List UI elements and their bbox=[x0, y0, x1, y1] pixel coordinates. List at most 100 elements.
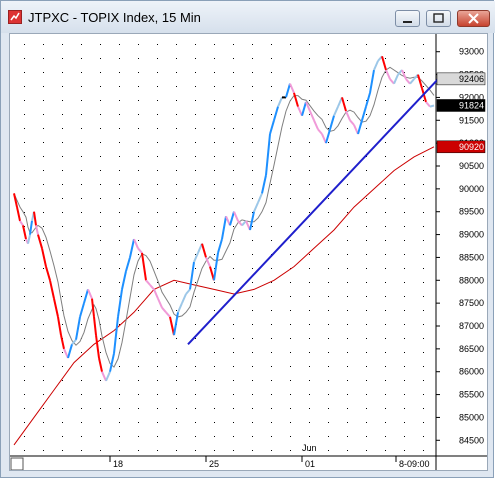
grid-dot bbox=[290, 324, 291, 325]
price-segment bbox=[269, 120, 275, 135]
grid-dot bbox=[100, 450, 101, 451]
x-tick-label: 8-09:00 bbox=[399, 459, 430, 469]
grid-dot bbox=[24, 72, 25, 73]
grid-dot bbox=[366, 156, 367, 157]
price-value-label: 92406 bbox=[459, 74, 484, 84]
grid-dot bbox=[214, 450, 215, 451]
grid-dot bbox=[404, 212, 405, 213]
grid-dot bbox=[423, 324, 424, 325]
grid-dot bbox=[43, 408, 44, 409]
price-segment bbox=[197, 243, 203, 254]
price-segment bbox=[229, 211, 235, 226]
grid-dot bbox=[290, 226, 291, 227]
price-segment bbox=[265, 133, 271, 176]
grid-dot bbox=[423, 268, 424, 269]
grid-dot bbox=[366, 142, 367, 143]
grid-dot bbox=[157, 226, 158, 227]
grid-dot bbox=[157, 198, 158, 199]
grid-dot bbox=[290, 352, 291, 353]
grid-dot bbox=[366, 366, 367, 367]
grid-dot bbox=[24, 170, 25, 171]
grid-dot bbox=[423, 86, 424, 87]
grid-dot bbox=[214, 338, 215, 339]
grid-dot bbox=[176, 436, 177, 437]
grid-dot bbox=[119, 366, 120, 367]
minimize-button[interactable] bbox=[395, 10, 420, 27]
grid-dot bbox=[24, 142, 25, 143]
grid-dot bbox=[119, 338, 120, 339]
grid-dot bbox=[157, 100, 158, 101]
price-segment bbox=[225, 215, 231, 226]
grid-dot bbox=[24, 422, 25, 423]
grid-dot bbox=[252, 408, 253, 409]
grid-dot bbox=[290, 240, 291, 241]
grid-dot bbox=[328, 254, 329, 255]
grid-dot bbox=[176, 100, 177, 101]
price-segment bbox=[321, 133, 327, 144]
grid-dot bbox=[119, 436, 120, 437]
grid-dot bbox=[119, 422, 120, 423]
grid-dot bbox=[157, 86, 158, 87]
grid-dot bbox=[347, 422, 348, 423]
grid-dot bbox=[119, 226, 120, 227]
grid-dot bbox=[271, 198, 272, 199]
scroll-box bbox=[10, 457, 24, 470]
grid-dot bbox=[176, 240, 177, 241]
grid-dot bbox=[252, 296, 253, 297]
grid-dot bbox=[62, 198, 63, 199]
price-segment bbox=[369, 69, 375, 94]
grid-dot bbox=[385, 436, 386, 437]
grid-dot bbox=[62, 254, 63, 255]
grid-dot bbox=[214, 366, 215, 367]
price-segment bbox=[79, 302, 85, 318]
grid-dot bbox=[233, 254, 234, 255]
grid-dot bbox=[423, 142, 424, 143]
grid-dot bbox=[366, 170, 367, 171]
close-button[interactable] bbox=[457, 10, 490, 27]
grid-dot bbox=[366, 240, 367, 241]
price-chart[interactable]: 9300092500920009150091000905009000089500… bbox=[10, 34, 487, 470]
grid-dot bbox=[100, 338, 101, 339]
title-bar[interactable]: JTPXC - TOPIX Index, 15 Min bbox=[1, 1, 495, 33]
grid-dot bbox=[119, 44, 120, 45]
grid-dot bbox=[43, 156, 44, 157]
price-segment bbox=[313, 119, 319, 130]
grid-dot bbox=[24, 114, 25, 115]
maximize-button[interactable] bbox=[426, 10, 451, 27]
price-segment bbox=[95, 334, 100, 359]
price-segment bbox=[301, 101, 307, 116]
grid-dot bbox=[157, 156, 158, 157]
price-segment bbox=[35, 225, 39, 235]
price-segment bbox=[13, 193, 18, 208]
grid-dot bbox=[271, 450, 272, 451]
grid-dot bbox=[24, 338, 25, 339]
grid-dot bbox=[271, 114, 272, 115]
grid-dot bbox=[347, 366, 348, 367]
grid-dot bbox=[138, 254, 139, 255]
grid-dot bbox=[328, 114, 329, 115]
grid-dot bbox=[404, 338, 405, 339]
price-segment bbox=[93, 316, 97, 336]
grid-dot bbox=[214, 352, 215, 353]
grid-dot bbox=[24, 324, 25, 325]
grid-dot bbox=[24, 212, 25, 213]
grid-dot bbox=[62, 58, 63, 59]
grid-dot bbox=[176, 72, 177, 73]
grid-dot bbox=[43, 226, 44, 227]
grid-dot bbox=[62, 408, 63, 409]
grid-dot bbox=[271, 296, 272, 297]
grid-dot bbox=[290, 184, 291, 185]
grid-dot bbox=[271, 422, 272, 423]
grid-dot bbox=[347, 240, 348, 241]
grid-dot bbox=[214, 380, 215, 381]
y-tick-label: 84500 bbox=[459, 435, 484, 445]
grid-dot bbox=[138, 142, 139, 143]
chart-area[interactable]: 9300092500920009150091000905009000089500… bbox=[9, 33, 488, 471]
grid-dot bbox=[233, 352, 234, 353]
grid-dot bbox=[119, 450, 120, 451]
grid-dot bbox=[347, 310, 348, 311]
grid-dot bbox=[81, 394, 82, 395]
grid-dot bbox=[385, 198, 386, 199]
grid-dot bbox=[43, 58, 44, 59]
grid-dot bbox=[176, 128, 177, 129]
